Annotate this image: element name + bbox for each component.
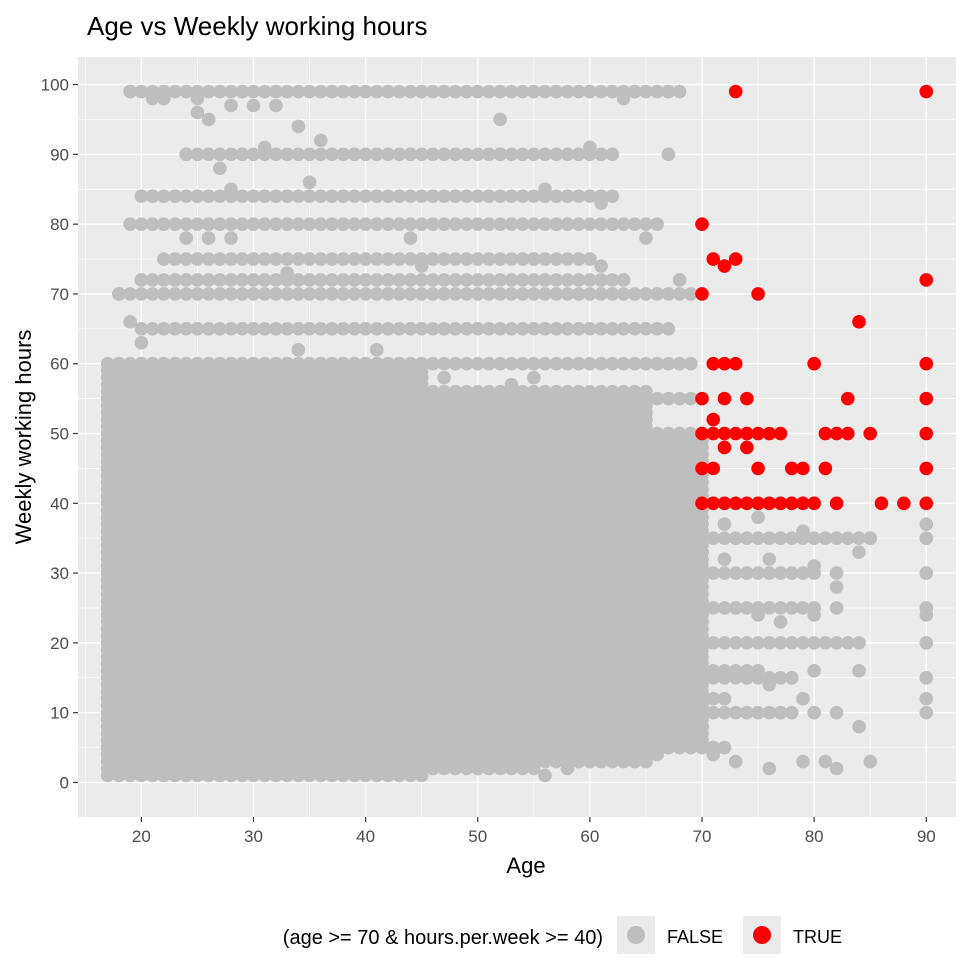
series-false-points xyxy=(100,84,934,783)
chart-title: Age vs Weekly working hours xyxy=(87,11,428,41)
